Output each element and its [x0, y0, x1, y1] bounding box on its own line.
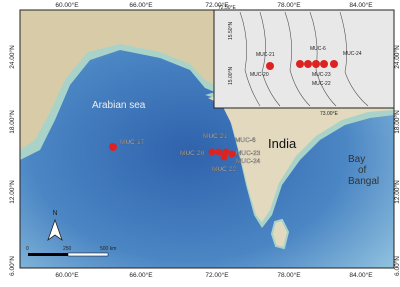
inset-lat: 15.00°N [228, 66, 234, 85]
station-label: MUC-24 [236, 158, 261, 165]
coord-label: 24.00°N [8, 45, 16, 69]
inset-lon: 73.00°E [320, 111, 339, 117]
coord-label: 6.00°N [8, 256, 16, 276]
scale-bar [28, 253, 68, 256]
north-label: N [52, 210, 57, 217]
coord-label: 60.00°E [55, 271, 79, 279]
coord-label: 84.00°E [349, 1, 373, 9]
coord-label: 78.00°E [277, 1, 301, 9]
contour [239, 11, 369, 107]
scale-bar [67, 252, 109, 257]
coord-label: 24.00°N [393, 45, 400, 69]
inset-station: MUC-22 [312, 81, 331, 87]
inset-station: MUC-20 [250, 72, 269, 78]
coord-label: 84.00°E [349, 271, 373, 279]
frame [19, 9, 395, 269]
coord-label: 18.00°N [8, 110, 16, 134]
lon-labels: 60.00°E 60.00°E 66.00°E 66.00°E 72.00°E 72.00… [55, 1, 373, 279]
station-label: MUC-21 [203, 133, 228, 140]
station-label: MUC-17 [120, 139, 145, 146]
station-label: MUC-20 [180, 150, 205, 157]
sea-label: Arabian sea [92, 100, 146, 111]
station-label: MUC-22 [212, 166, 237, 173]
inset-station: MUC-24 [343, 51, 362, 57]
inset-lon: 72.50°E [218, 5, 237, 11]
scale-label: 250 [63, 246, 72, 252]
coord-label: 18.00°N [393, 110, 400, 134]
bay-label: Bay of Bangal [348, 154, 379, 187]
inset-station: MUC-6 [310, 46, 326, 52]
coord-label: 12.00°N [393, 180, 400, 204]
country-label: India [268, 136, 297, 151]
scale-label: 500 km [100, 246, 116, 252]
land [20, 10, 255, 150]
inset [213, 9, 395, 109]
inset-lat: 15.50°N [228, 21, 234, 40]
coord-label: 60.00°E [55, 1, 79, 9]
coord-label: 6.00°N [393, 256, 400, 276]
coord-label: 66.00°E [129, 1, 153, 9]
coord-label: 72.00°E [205, 1, 229, 9]
inset-station: MUC-23 [312, 72, 331, 78]
coord-label: 78.00°E [277, 271, 301, 279]
inset-station: MUC-21 [256, 52, 275, 58]
island [270, 218, 290, 250]
bay-word: Bay [348, 154, 365, 165]
scale-label: 0 [26, 246, 29, 252]
bay-word: Bangal [348, 176, 379, 187]
station-label: MUC-23 [236, 150, 261, 157]
coord-label: 72.00°E [205, 271, 229, 279]
coord-label: 12.00°N [8, 180, 16, 204]
lat-labels: 24.00°N 24.00°N 18.00°N 18.00°N 12.00°N 12.00… [8, 45, 400, 276]
markers [109, 143, 236, 161]
station-label: MUC-6 [235, 137, 256, 144]
inset-markers [266, 60, 338, 70]
coord-label: 66.00°E [129, 271, 153, 279]
bay-word: of [358, 165, 367, 176]
north-arrow [47, 218, 63, 242]
